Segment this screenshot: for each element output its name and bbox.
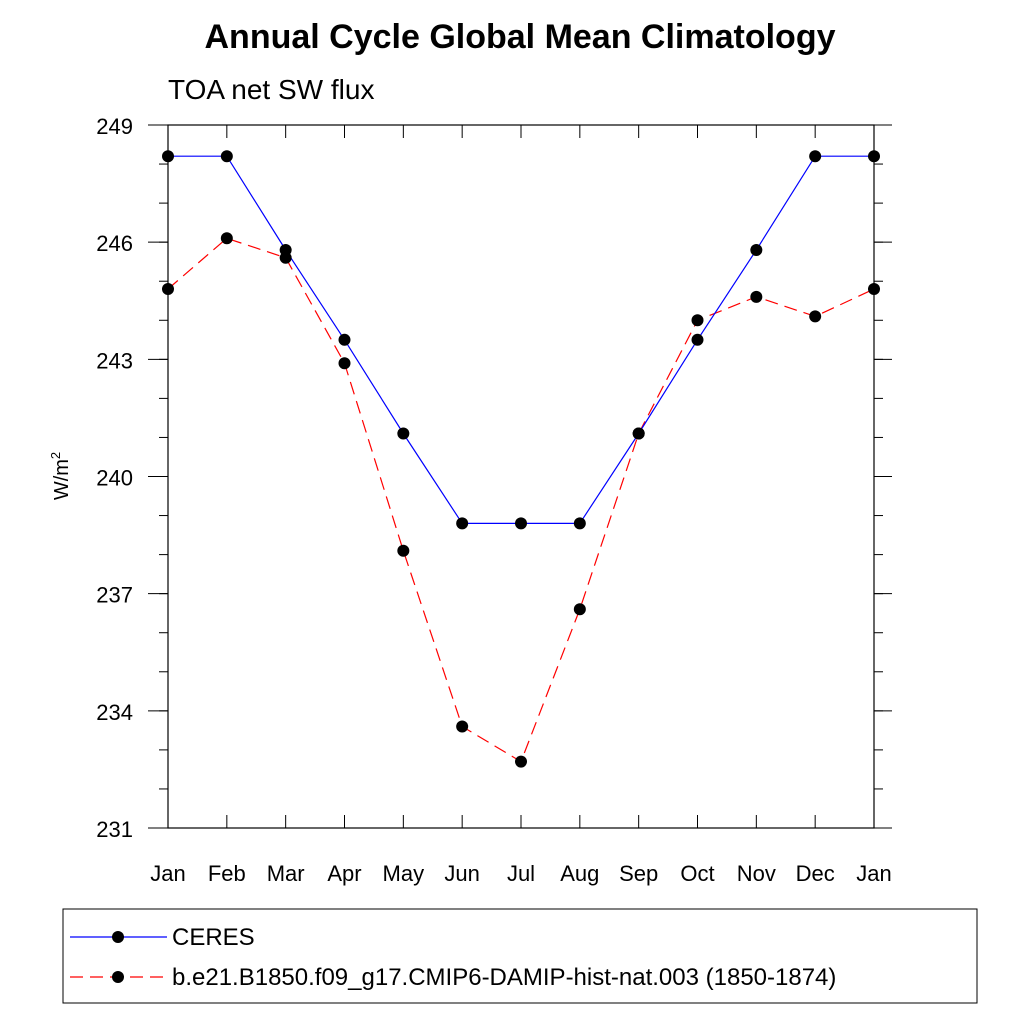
- data-point: [809, 310, 822, 323]
- x-tick-label: Jul: [507, 861, 535, 886]
- series-layer: [162, 150, 880, 768]
- y-tick-label: 237: [96, 583, 133, 608]
- data-point: [868, 150, 880, 163]
- y-tick-label: 240: [96, 466, 133, 491]
- x-tick-label: Jan: [856, 861, 891, 886]
- data-point: [573, 603, 586, 616]
- x-tick-label: Jan: [150, 861, 185, 886]
- x-tick-label: Jun: [444, 861, 479, 886]
- y-tick-label: 231: [96, 817, 133, 842]
- data-point: [573, 517, 586, 530]
- data-point: [162, 283, 174, 296]
- y-tick-label: 246: [96, 231, 133, 256]
- legend-marker: [112, 971, 124, 983]
- x-tick-label: Sep: [619, 861, 658, 886]
- data-point: [162, 150, 174, 163]
- legend-label: CERES: [172, 924, 255, 951]
- data-point: [632, 427, 645, 440]
- data-point: [279, 243, 292, 256]
- data-point: [691, 333, 704, 346]
- data-point: [338, 333, 351, 346]
- data-point: [220, 150, 233, 163]
- x-tick-labels: Jan Feb Mar Apr May Jun Jul Aug Sep Oct Nov Dec Jan: [150, 861, 891, 886]
- axis-ticks: [148, 124, 892, 829]
- y-tick-label: 243: [96, 348, 133, 373]
- data-point: [691, 314, 704, 327]
- data-point: [868, 283, 880, 296]
- chart-title: Annual Cycle Global Mean Climatology: [205, 18, 836, 56]
- x-tick-label: Mar: [267, 861, 305, 886]
- y-axis-label: W/m2: [48, 452, 73, 500]
- legend-marker: [112, 931, 124, 943]
- series-line: [167, 237, 875, 763]
- data-point: [750, 243, 763, 256]
- data-point: [750, 290, 763, 303]
- x-tick-label: Dec: [796, 861, 835, 886]
- data-point: [338, 357, 351, 370]
- x-tick-label: Feb: [208, 861, 246, 886]
- x-tick-label: Apr: [327, 861, 361, 886]
- legend: CERES b.e21.B1850.f09_g17.CMIP6-DAMIP-his…: [70, 924, 836, 991]
- data-point: [456, 720, 469, 733]
- y-tick-labels: 231 234 237 240 243 246 249: [96, 114, 133, 842]
- data-point: [456, 517, 469, 530]
- data-point: [397, 427, 410, 440]
- data-point: [515, 517, 527, 530]
- y-tick-label: 249: [96, 114, 133, 139]
- data-point: [397, 544, 410, 557]
- y-tick-label: 234: [96, 700, 133, 725]
- data-point: [515, 755, 527, 768]
- x-tick-label: May: [383, 861, 425, 886]
- legend-box: [62, 908, 978, 1004]
- x-tick-label: Aug: [560, 861, 599, 886]
- data-point: [809, 150, 822, 163]
- x-tick-label: Nov: [737, 861, 776, 886]
- y-axis-label-exponent: 2: [48, 452, 63, 459]
- series-line: [168, 155, 874, 525]
- y-axis-label-unit: W/m: [51, 459, 73, 500]
- data-point: [220, 232, 233, 245]
- legend-label: b.e21.B1850.f09_g17.CMIP6-DAMIP-hist-nat…: [172, 964, 836, 991]
- chart-subtitle: TOA net SW flux: [168, 74, 374, 105]
- x-tick-label: Oct: [680, 861, 714, 886]
